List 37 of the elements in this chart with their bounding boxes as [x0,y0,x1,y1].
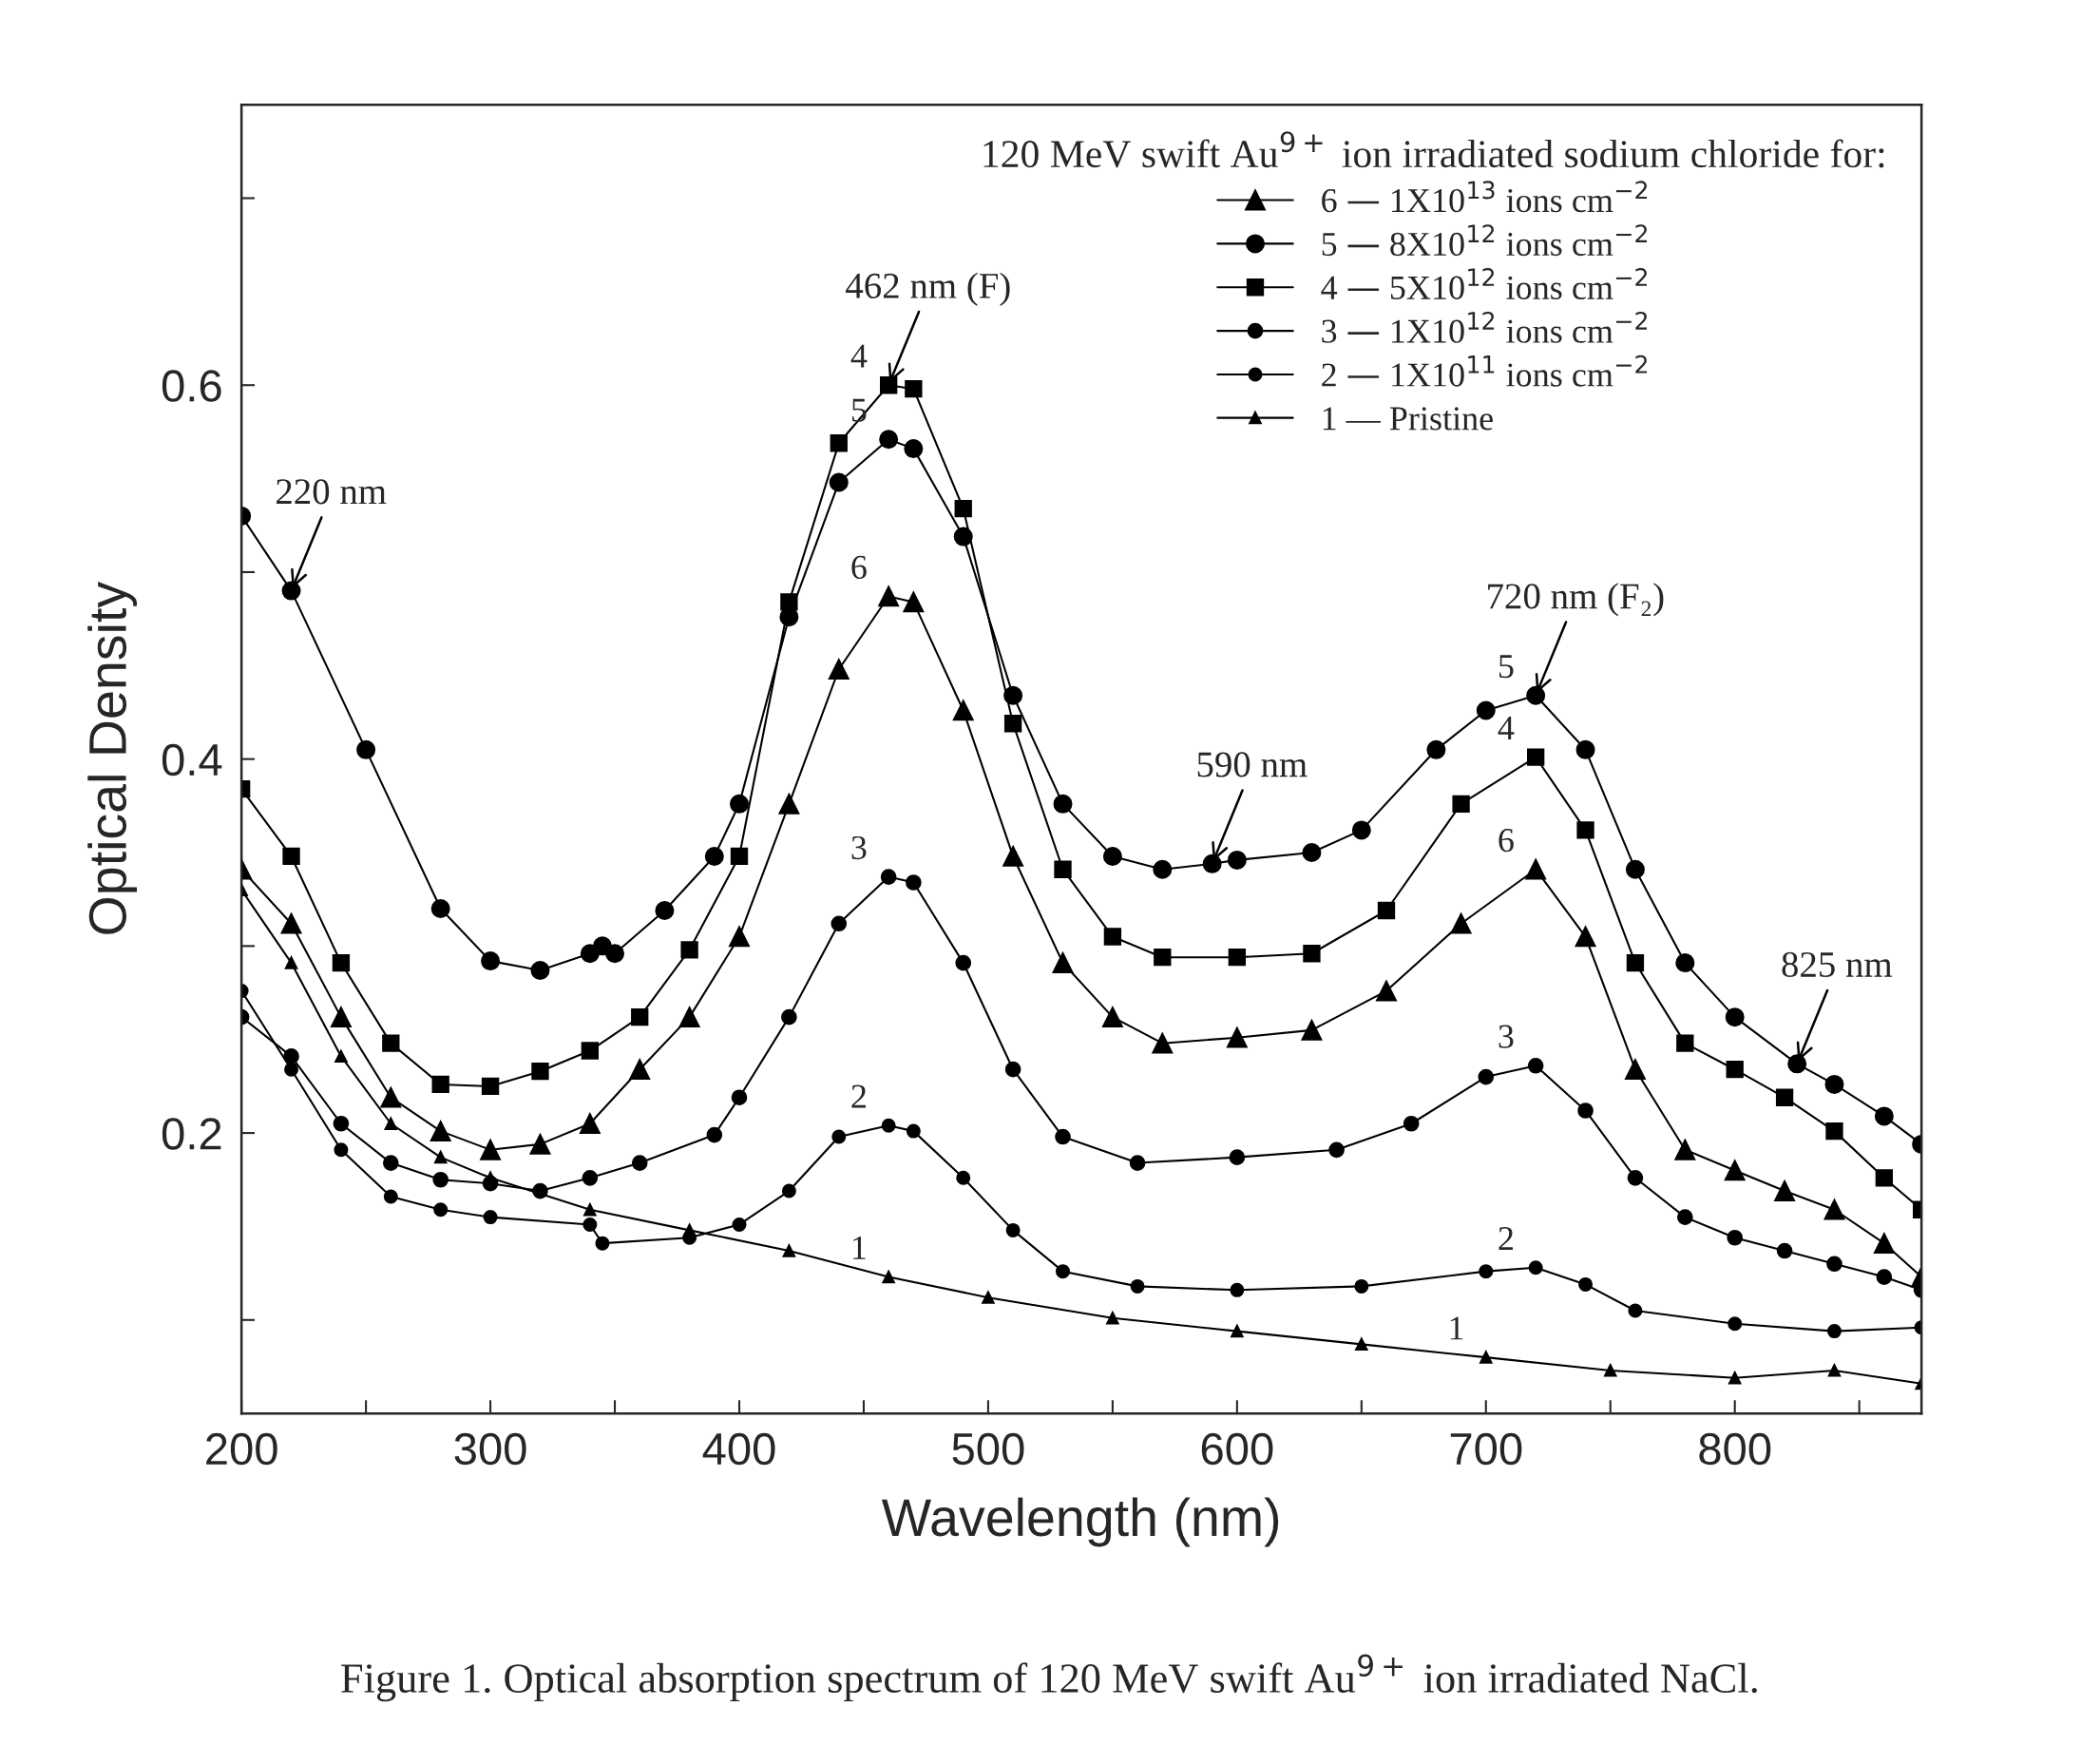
legend-label: 1 — Pristine [1323,407,1493,431]
x-tick-label: 300 [454,1432,526,1466]
annotation: 220 nm [277,479,387,505]
legend-label: 4 — 5X10$^{12}$ ions cm$^{−2}$ [1321,268,1648,299]
x-tick-label: 700 [1450,1432,1522,1466]
legend-label: 2 — 1X10$^{11}$ ions cm$^{−2}$ [1322,355,1648,387]
caption: Figure 1. Optical absorption spectrum of 120 MeV swift Au$^{9+}$ ion irradiated NaCl. [341,1654,1757,1702]
annotation: 4 [1498,717,1515,739]
annotation: 720 nm (F₂) [1488,583,1664,617]
x-tick-label: 600 [1201,1432,1273,1466]
x-tick-label: 400 [702,1432,775,1466]
x-tick-label: 500 [952,1432,1024,1466]
y-tick-label: 0.4 [162,743,222,777]
annotation: 5 [851,398,867,422]
annotation: 3 [851,835,867,860]
annotation: 3 [1499,1025,1514,1048]
y-tick-label: 0.2 [162,1118,221,1150]
y-tick-label: 0.6 [162,370,221,402]
annotation: 5 [1499,655,1514,679]
x-tick-label: 200 [206,1432,277,1466]
annotation: 2 [851,1084,866,1108]
annotation: 6 [1499,829,1514,853]
annotation: 1 [1450,1316,1463,1340]
annotation: 4 [850,344,868,368]
legend-label: 5 — 8X10$^{12}$ ions cm$^{−2}$ [1322,224,1648,257]
annotation: 1 [853,1236,866,1259]
annotation: 825 nm [1782,951,1893,978]
legend-label: 3 — 1X10$^{12}$ ions cm$^{−2}$ [1322,311,1648,343]
annotation: 462 nm (F) [846,272,1010,306]
annotation: 590 nm [1197,752,1308,777]
legend-title: 120 MeV swift Au$^{9+}$ ion irradiated sodium chloride for: [983,131,1884,168]
x-axis-title: Wavelength (nm) [881,1497,1279,1547]
y-axis-title: Optical Density [87,581,138,934]
annotation: 2 [1499,1227,1513,1250]
x-tick-label: 800 [1699,1432,1771,1466]
annotation: 6 [851,555,867,580]
legend-label: 6 — 1X10$^{13}$ ions cm$^{−2}$ [1322,181,1648,213]
